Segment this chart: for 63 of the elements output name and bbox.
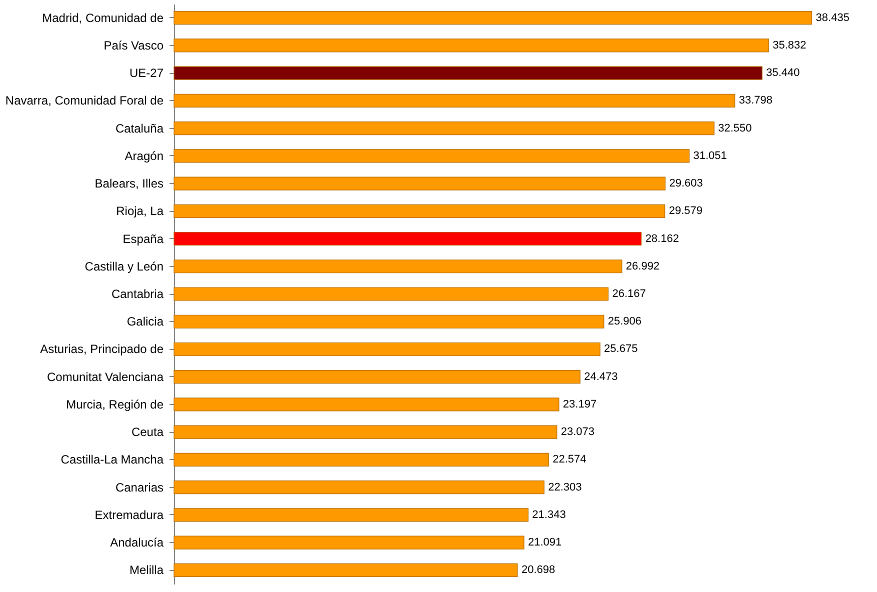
y-tick-label: España (122, 232, 164, 246)
y-tick-label: Castilla y León (84, 259, 164, 274)
bar (174, 480, 544, 494)
bar (174, 121, 714, 136)
bar (174, 11, 812, 25)
data-label: 32.550 (718, 122, 752, 134)
data-label: 25.675 (604, 343, 638, 356)
y-tick-label: Cataluña (115, 121, 164, 136)
data-label: 28.162 (645, 232, 679, 245)
y-tick-label: Aragón (124, 148, 164, 163)
y-tick-label: Galicia (126, 314, 164, 329)
y-tick-label: Navarra, Comunidad Foral de (5, 94, 164, 108)
data-label: 22.303 (548, 481, 582, 494)
bar (174, 425, 558, 439)
y-tick-label: UE-27 (129, 66, 164, 80)
y-tick-label: Canarias (115, 480, 164, 494)
data-label: 24.473 (584, 370, 618, 383)
bar (174, 94, 736, 108)
bar (174, 536, 524, 550)
bar (174, 38, 769, 52)
data-label: 33.798 (738, 94, 772, 107)
bar (174, 452, 549, 467)
y-tick-label: Cantabria (111, 287, 164, 301)
y-tick-label: Ceuta (131, 425, 164, 440)
y-tick-label: Comunitat Valenciana (46, 370, 164, 384)
data-label: 21.091 (528, 536, 562, 549)
bar (174, 563, 518, 577)
data-label: 29.579 (668, 205, 702, 218)
data-label: 22.574 (552, 454, 586, 466)
bar (174, 370, 580, 384)
y-tick-label: Asturias, Principado de (40, 342, 164, 356)
data-label: 26.167 (612, 288, 646, 300)
bar (174, 66, 762, 80)
bar (174, 260, 622, 274)
data-label: 23.197 (562, 398, 597, 410)
y-tick-label: Madrid, Comunidad de (42, 10, 164, 25)
bar (174, 314, 604, 328)
y-tick-label: Castilla-La Mancha (60, 452, 164, 467)
y-tick-label: Rioja, La (116, 204, 164, 218)
bar (174, 176, 666, 190)
y-tick-label: País Vasco (104, 38, 164, 52)
bar (174, 287, 609, 301)
y-tick-label: Murcia, Región de (66, 397, 164, 412)
data-label: 26.992 (626, 260, 660, 272)
bar (174, 508, 528, 522)
data-label: 20.698 (521, 564, 556, 576)
y-tick-label: Andalucía (110, 536, 164, 550)
data-label: 38.435 (816, 12, 850, 24)
y-tick-label: Extremadura (94, 508, 164, 522)
bar (174, 204, 666, 218)
bar (174, 342, 600, 356)
y-tick-label: Melilla (129, 563, 164, 578)
data-label: 29.603 (669, 178, 703, 190)
data-label: 31.051 (693, 150, 727, 162)
data-label: 23.073 (560, 426, 595, 438)
data-label: 35.832 (772, 39, 806, 52)
bar (174, 398, 560, 412)
data-label: 25.906 (608, 316, 642, 328)
y-tick-label: Balears, Illes (94, 176, 164, 191)
data-label: 35.440 (766, 67, 800, 80)
data-label: 21.343 (532, 508, 566, 521)
bar (174, 232, 642, 246)
bar (174, 149, 690, 163)
